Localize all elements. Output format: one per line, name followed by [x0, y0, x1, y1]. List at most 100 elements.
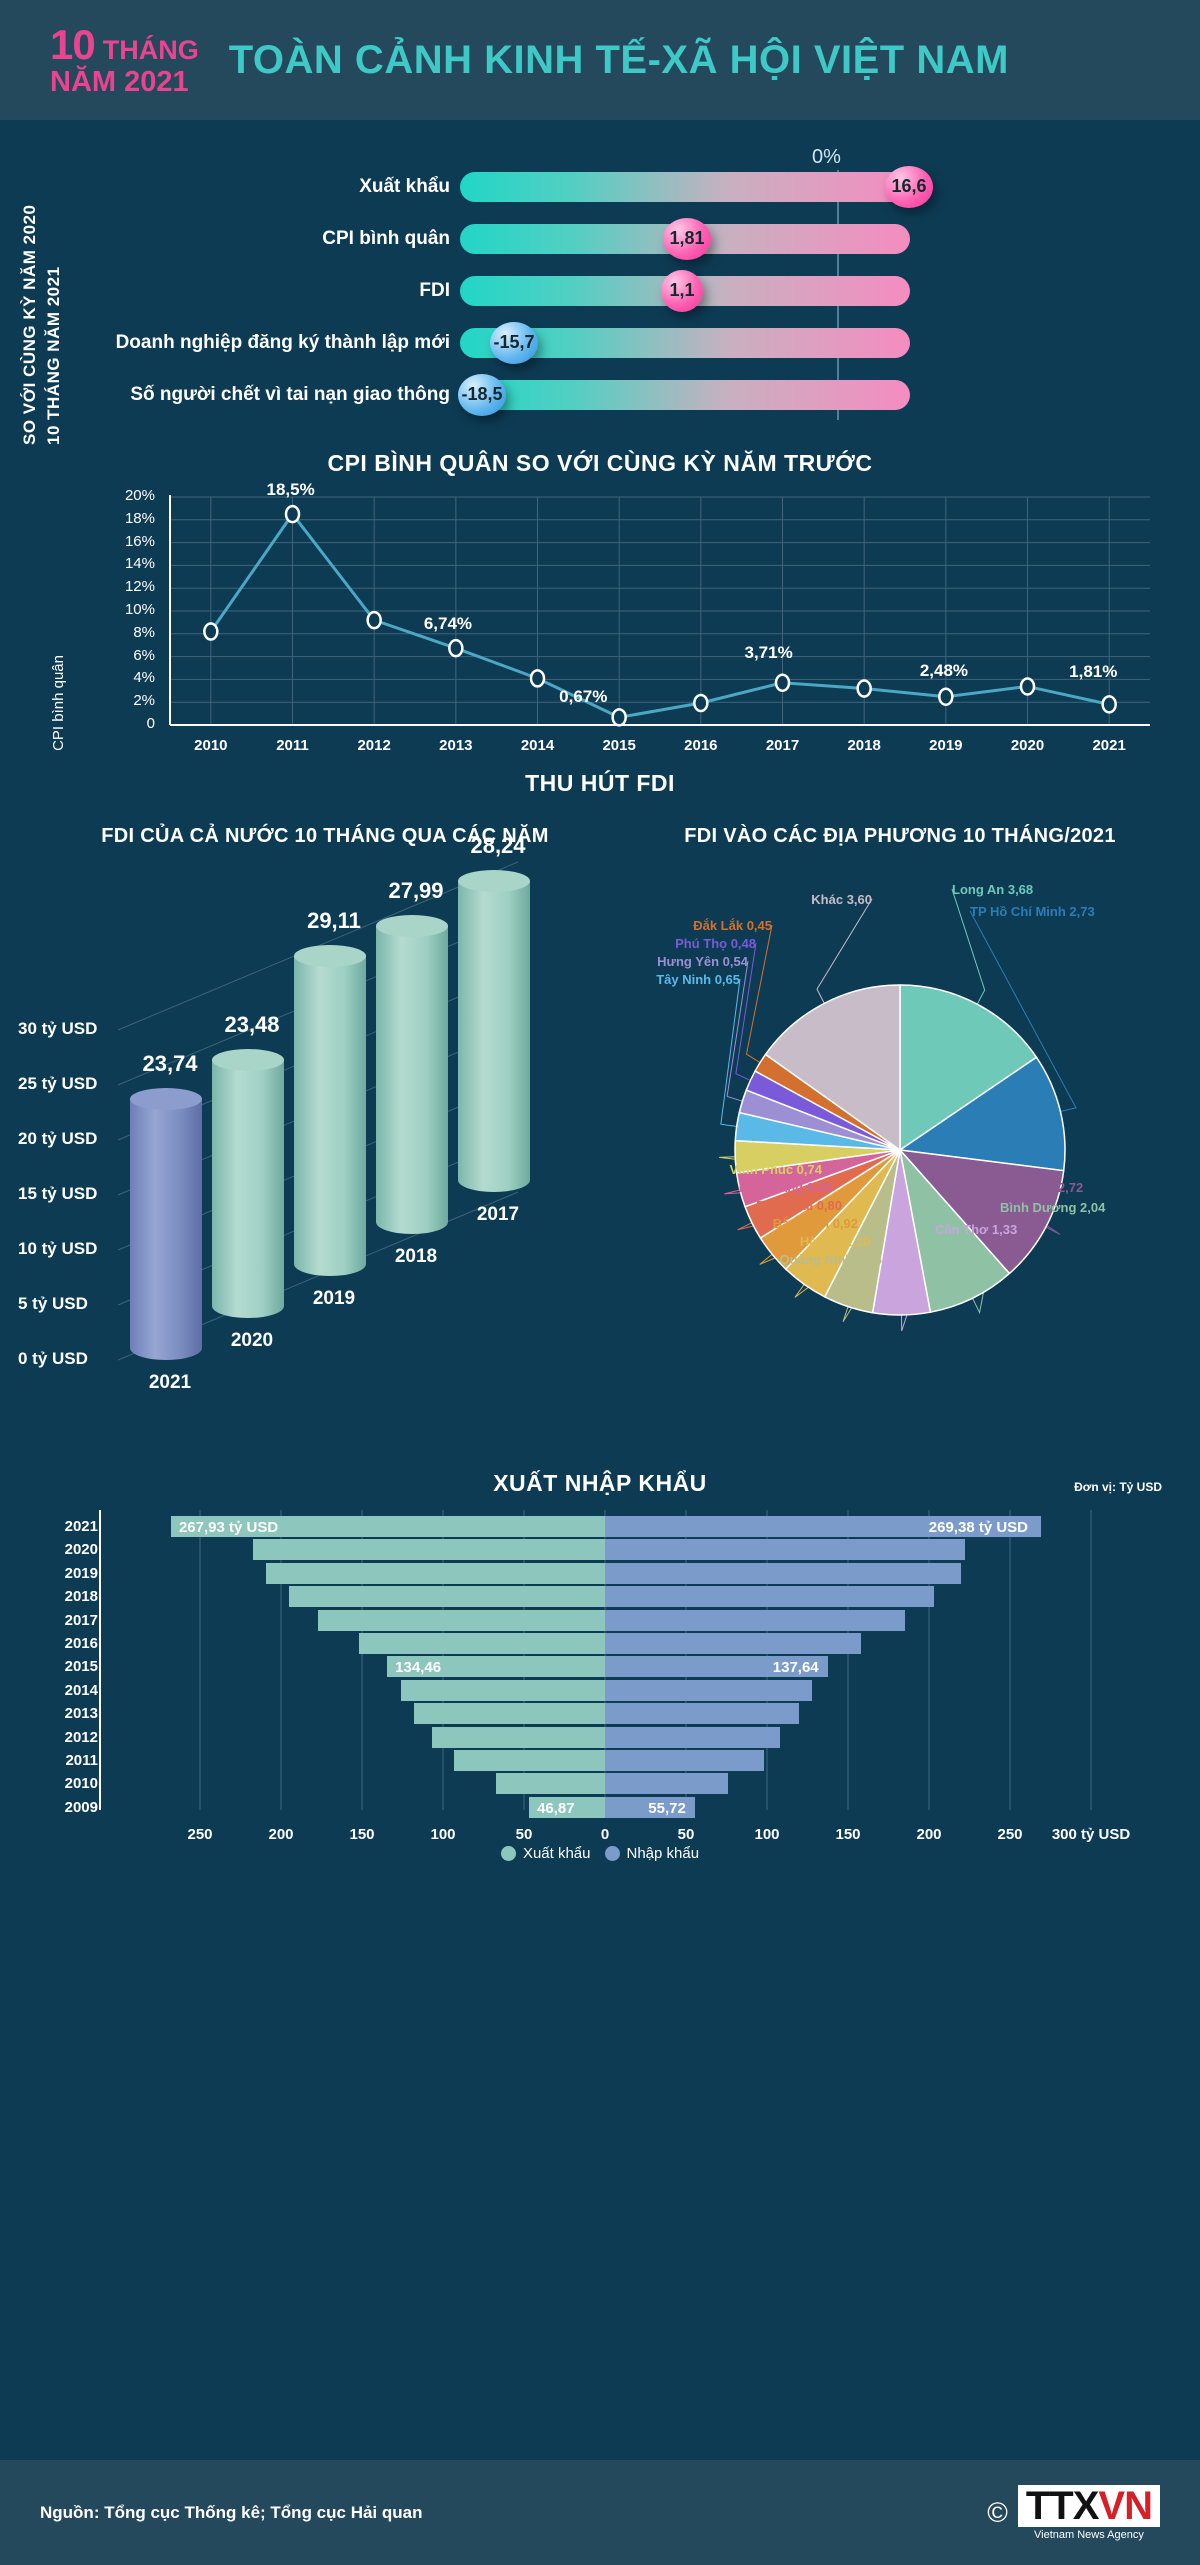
pie-slice-label: Bắc Ninh 0,92: [772, 1216, 858, 1231]
cpi-data-label: 6,74%: [423, 614, 473, 634]
trade-bar-export: [253, 1539, 605, 1561]
fdi-years-title: FDI CỦA CẢ NƯỚC 10 THÁNG QUA CÁC NĂM: [101, 825, 549, 847]
trade-bar-import: [605, 1796, 696, 1818]
pie-slice-label: Hưng Yên 0,54: [657, 954, 748, 969]
trade-bar-export: [496, 1773, 605, 1795]
trade-value-export: 46,87: [537, 1799, 575, 1817]
pie-slice-label: Tây Ninh 0,65: [656, 972, 740, 987]
fdi-section: THU HÚT FDI FDI CỦA CẢ NƯỚC 10 THÁNG QUA…: [0, 770, 1200, 1494]
trade-x-tick: 50: [677, 1826, 695, 1844]
pie-leader-line: [745, 924, 773, 1063]
pie-leader-line: [735, 942, 757, 1081]
trade-row-year: 2012: [64, 1728, 98, 1746]
legend-item-export: Xuất khẩu: [500, 1845, 591, 1862]
trade-row-year: 2019: [64, 1564, 98, 1582]
trade-section: XUẤT NHẬP KHẨU 2021 267,93 tỷ USD 269,38…: [0, 1470, 1200, 1890]
trade-row-year: 2017: [64, 1611, 98, 1629]
compare-bar-value: -18,5: [461, 383, 503, 404]
fdi-cylinder-cap: [212, 1048, 284, 1071]
legend-label-export: Xuất khẩu: [522, 1845, 591, 1862]
cpi-chart-section: CPI BÌNH QUÂN SO VỚI CÙNG KỲ NĂM TRƯỚC C…: [0, 450, 1200, 770]
trade-bar-export: [318, 1609, 605, 1631]
compare-bar-value: 1,1: [669, 279, 695, 300]
trade-x-tick: 250: [187, 1826, 213, 1844]
page-title: TOÀN CẢNH KINH TẾ-XÃ HỘI VIỆT NAM: [228, 37, 1009, 82]
pie-slice: [764, 984, 901, 1152]
pie-slice-label: Hà Nội 1,10: [799, 1234, 870, 1249]
legend-dot-import-icon: [604, 1846, 620, 1861]
pie-slice-label: Phú Thọ 0,48: [675, 936, 756, 951]
cpi-x-tick: 2016: [684, 737, 718, 754]
brand-subtitle: Vietnam News Agency: [1034, 2528, 1144, 2541]
fdi-cylinder-cap: [458, 870, 530, 893]
compare-bars-section: SO VỚI CÙNG KỲ NĂM 2020 10 THÁNG NĂM 202…: [0, 120, 1200, 450]
fdi-cylinder-value: 28,24: [470, 833, 526, 859]
trade-x-tick: 200: [268, 1826, 294, 1844]
trade-chart-plot: 2021 267,93 tỷ USD 269,38 tỷ USD 2020 20…: [0, 1510, 1200, 1844]
trade-bar-import: [605, 1656, 828, 1678]
trade-row-year: 2013: [64, 1705, 98, 1723]
trade-bar-export: [529, 1796, 605, 1818]
trade-bar-import: [605, 1703, 800, 1725]
cpi-y-tick: 6%: [133, 646, 155, 664]
fdi-cylinder: 29,11 2019: [294, 908, 366, 1309]
cpi-x-tick: 2014: [520, 737, 555, 754]
trade-bar-export: [413, 1703, 605, 1725]
fdi-y-tick: 15 tỷ USD: [18, 1184, 98, 1203]
trade-bar-export: [400, 1679, 605, 1701]
trade-x-tick: 50: [515, 1826, 533, 1844]
cpi-y-tick: 20%: [124, 487, 155, 504]
trade-x-tick: 0: [600, 1826, 610, 1844]
page-header: 10 THÁNG NĂM 2021 TOÀN CẢNH KINH TẾ-XÃ HỘ…: [0, 0, 1200, 120]
trade-chart-title: XUẤT NHẬP KHẨU: [493, 1470, 707, 1496]
cpi-data-label: 3,71%: [744, 642, 793, 662]
fdi-cylinder-body: [294, 955, 366, 1276]
fdi-section-title: THU HÚT FDI: [525, 770, 675, 796]
pie-slice-label: Khác 3,60: [811, 892, 872, 907]
brand-wordmark: TTXVN: [1017, 2484, 1160, 2527]
fdi-cylinder-value: 23,48: [224, 1011, 280, 1037]
fdi-provinces-title: FDI VÀO CÁC ĐỊA PHƯƠNG 10 THÁNG/2021: [684, 825, 1116, 847]
pie-slice: [899, 984, 1038, 1152]
fdi-years-chart: 0 tỷ USD 5 tỷ USD 10 tỷ USD 15 tỷ USD 20 tỷ …: [0, 833, 600, 1420]
fdi-cylinder-body: [376, 926, 448, 1234]
trade-row-year: 2020: [64, 1541, 98, 1559]
fdi-y-tick: 20 tỷ USD: [18, 1129, 98, 1148]
compare-bar-label: FDI: [419, 280, 450, 301]
pie-slice-label: TP Hồ Chí Minh 2,73: [970, 904, 1095, 919]
pie-slice-label: Cần Thơ 1,33: [935, 1222, 1018, 1237]
copyright-icon: ©: [987, 2496, 1008, 2528]
compare-bar-row: Số người chết vì tai nạn giao thông -18,…: [130, 374, 1100, 416]
trade-row-year: 2014: [64, 1681, 98, 1699]
trade-x-tick: 300 tỷ USD: [1051, 1826, 1131, 1844]
pie-slice-label: Đắk Lắk 0,45: [693, 918, 772, 933]
cpi-y-tick: 12%: [124, 578, 155, 596]
fdi-cylinder-value: 23,74: [142, 1050, 198, 1076]
cpi-y-tick: 4%: [133, 669, 155, 687]
trade-bar-import: [605, 1679, 813, 1701]
cpi-x-tick: 2021: [1092, 737, 1126, 754]
trade-bar-export: [387, 1656, 605, 1678]
cpi-chart-plot: CPI bình quân 0 2% 4% 6% 8% 10% 12% 14% 16% 18% 20…: [0, 480, 1200, 775]
trade-bar-import: [605, 1539, 965, 1561]
fdi-cylinder: 23,48 2020: [212, 1012, 284, 1351]
trade-value-export: 134,46: [395, 1659, 442, 1677]
trade-bar-import: [605, 1562, 962, 1584]
fdi-cylinder-year: 2020: [230, 1329, 274, 1351]
source-note: Nguồn: Tổng cục Thống kê; Tổng cục Hải q…: [40, 2502, 423, 2522]
ttxvn-logo: © TTXVN Vietnam News Agency: [987, 2484, 1160, 2541]
trade-row-year: 2011: [65, 1752, 98, 1769]
header-month-word: THÁNG: [102, 34, 199, 65]
legend-label-import: Nhập khẩu: [626, 1845, 700, 1862]
pie-slice-label: Bắc Giang 0,80: [738, 1180, 832, 1195]
cpi-data-label: 2,48%: [919, 660, 969, 680]
pie-leader-line: [726, 960, 749, 1102]
compare-bar-track: [460, 172, 910, 202]
compare-bar-label: CPI bình quân: [322, 228, 450, 249]
cpi-x-tick: 2013: [439, 737, 473, 754]
fdi-cylinder-cap: [294, 944, 366, 967]
fdi-provinces-chart: Long An 3,68 TP Hồ Chí Minh 2,73 Hải Phòng…: [600, 860, 1200, 1494]
fdi-cylinder: 23,74 2021: [130, 1051, 202, 1393]
cpi-data-label: 0,67%: [559, 687, 608, 707]
fdi-cylinder-year: 2019: [312, 1287, 356, 1309]
